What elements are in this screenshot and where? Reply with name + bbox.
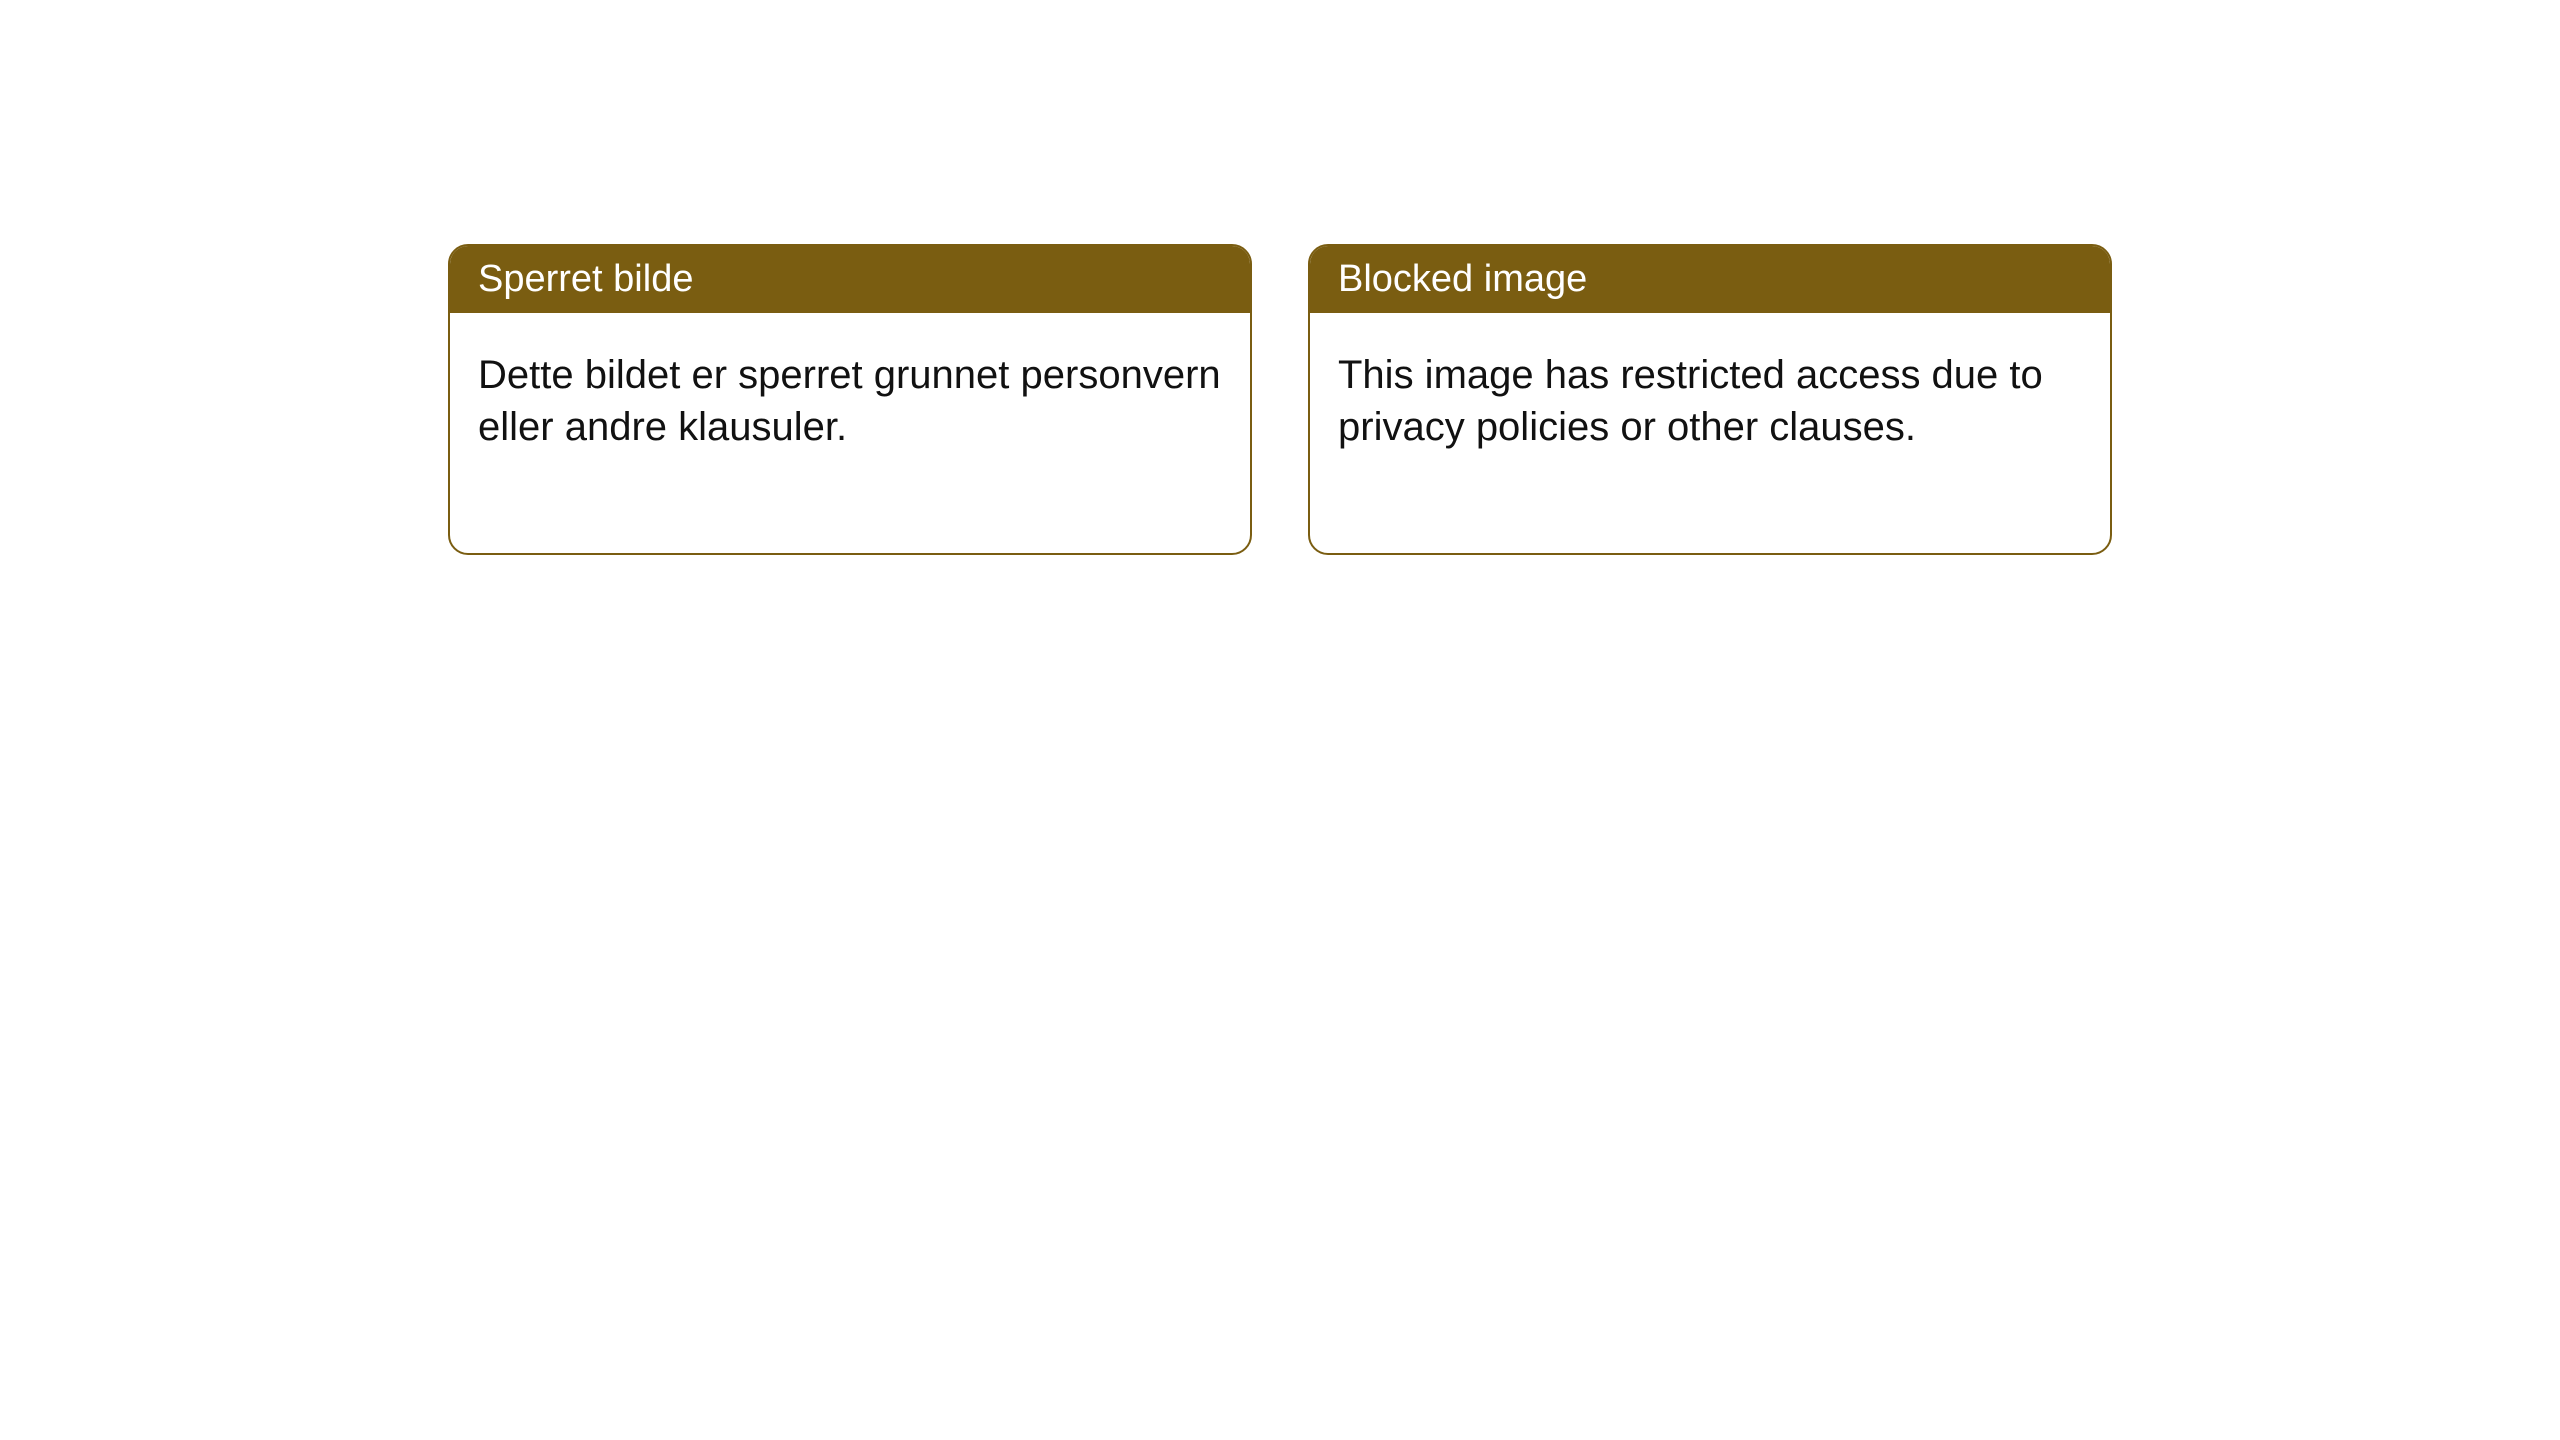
notice-container: Sperret bilde Dette bildet er sperret gr… [0, 0, 2560, 555]
notice-card-english: Blocked image This image has restricted … [1308, 244, 2112, 555]
notice-card-norwegian: Sperret bilde Dette bildet er sperret gr… [448, 244, 1252, 555]
notice-title-norwegian: Sperret bilde [450, 246, 1250, 313]
notice-body-english: This image has restricted access due to … [1310, 313, 2110, 553]
notice-title-english: Blocked image [1310, 246, 2110, 313]
notice-body-norwegian: Dette bildet er sperret grunnet personve… [450, 313, 1250, 553]
